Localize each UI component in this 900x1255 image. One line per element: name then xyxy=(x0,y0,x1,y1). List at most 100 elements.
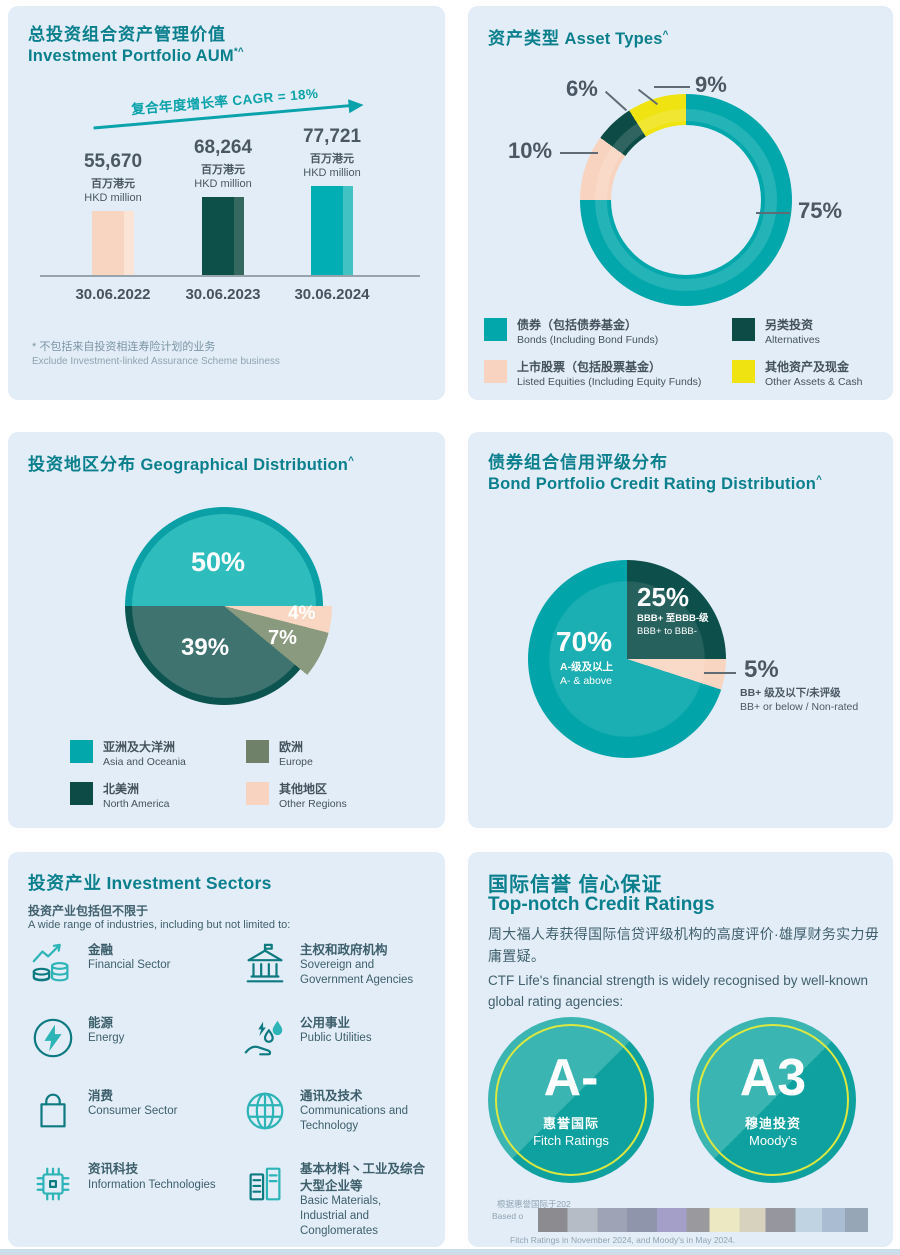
sector-energy-zh: 能源 xyxy=(88,1016,114,1031)
bar-2022 xyxy=(92,211,134,275)
shopping-bag-icon xyxy=(40,1093,66,1128)
legend-asia-zh: 亚洲及大洋洲 xyxy=(103,740,176,754)
x-axis xyxy=(40,275,420,277)
cpu-chip-icon xyxy=(36,1167,70,1201)
aum-unit-zh: 百万港元 xyxy=(310,153,354,165)
credit-label-a: 70% xyxy=(556,626,613,657)
legend-north-america-zh: 北美洲 xyxy=(103,782,140,796)
government-building-icon xyxy=(246,943,284,983)
legend-asia: 亚洲及大洋洲 Asia and Oceania xyxy=(70,740,186,769)
credit-title-en: Bond Portfolio Credit Rating Distributio… xyxy=(488,474,823,494)
aum-footnote: * 不包括来自投资相连寿险计划的业务 Exclude Investment-li… xyxy=(32,340,280,369)
geo-title-zh: 投资地区分布 xyxy=(28,455,136,474)
legend-swatch-equities xyxy=(484,360,507,383)
moodys-rating-badge: A3 穆迪投资 Moody's xyxy=(690,1017,856,1183)
legend-bonds: 债券（包括债券基金） Bonds (Including Bond Funds) xyxy=(484,318,658,347)
asset-types-title: 资产类型 Asset Types^ xyxy=(488,28,669,51)
legend-bonds-zh: 债券（包括债券基金） xyxy=(517,318,638,332)
callout-alternatives: 6% xyxy=(566,76,598,101)
leader-line-equities xyxy=(560,152,598,154)
legend-other-en: Other Assets & Cash xyxy=(765,375,863,388)
asset-types-title-sup: ^ xyxy=(662,29,669,41)
legend-swatch-alternatives xyxy=(732,318,755,341)
legend-other-assets: 其他资产及现金 Other Assets & Cash xyxy=(732,360,862,389)
aum-title-en: Investment Portfolio AUM*^ xyxy=(28,46,244,66)
sector-utilities-zh: 公用事业 xyxy=(300,1016,351,1031)
sector-financial-zh: 金融 xyxy=(88,943,114,957)
bar-2024 xyxy=(311,186,353,275)
legend-swatch-other-regions xyxy=(246,782,269,805)
sectors-panel: 投资产业 Investment Sectors 投资产业包括但不限于 A wid… xyxy=(8,852,445,1247)
aum-value-2024: 77,721 xyxy=(302,126,362,147)
aum-panel: 总投资组合资产管理价值 Investment Portfolio AUM*^ 复… xyxy=(8,6,445,400)
sector-sovereign-en: Sovereign and Government Agencies xyxy=(300,959,414,987)
sector-it: 资讯科技 Information Technologies xyxy=(30,1161,242,1238)
legend-equities-en: Listed Equities (Including Equity Funds) xyxy=(517,375,702,388)
credit-sub-a: A-级及以上 A- & above xyxy=(560,660,613,688)
credit-title-sup: ^ xyxy=(816,474,823,486)
legend-equities-zh: 上市股票（包括股票基金） xyxy=(517,360,662,374)
aum-value-2022: 55,670 xyxy=(83,151,143,172)
credit-sub-a-zh: A-级及以上 xyxy=(560,661,614,673)
sectors-title-en: Investment Sectors xyxy=(106,873,272,893)
leader-line-bb xyxy=(704,672,736,674)
sector-materials-en: Basic Materials, Industrial and Conglome… xyxy=(300,1194,382,1237)
cagr-annotation: 复合年度增长率 CAGR = 18% xyxy=(91,78,358,130)
sector-financial-en: Financial Sector xyxy=(88,959,171,972)
aum-bar-2023: 68,264 百万港元 HKD million xyxy=(168,137,278,275)
legend-other-regions-zh: 其他地区 xyxy=(279,782,328,796)
fitch-rating-badge: A- 惠誉国际 Fitch Ratings xyxy=(488,1017,654,1183)
credit-sub-bbb-zh: BBB+ 至BBB-级 xyxy=(637,613,709,624)
hand-energy-icon xyxy=(244,1020,283,1056)
credit-label-bb: 5% xyxy=(744,656,779,683)
sector-communications: 通讯及技术 Communications and Technology xyxy=(242,1088,425,1134)
sector-consumer: 消费 Consumer Sector xyxy=(30,1088,242,1134)
sector-materials: 基本材料丶工业及综合大型企业等 Basic Materials, Industr… xyxy=(242,1161,425,1238)
lightning-circle-icon xyxy=(33,1018,73,1058)
sector-materials-zh: 基本材料丶工业及综合大型企业等 xyxy=(300,1162,426,1193)
sector-communications-en: Communications and Technology xyxy=(300,1105,409,1133)
sector-energy-en: Energy xyxy=(88,1032,125,1045)
aum-unit-zh: 百万港元 xyxy=(201,164,245,176)
sectors-grid: 金融 Financial Sector 主权和政府机构 Sovereign an… xyxy=(30,942,425,1239)
geo-title-sup: ^ xyxy=(348,455,355,467)
ratings-footnote-line1: 根据惠誉国际于202 xyxy=(497,1199,571,1209)
sector-energy: 能源 Energy xyxy=(30,1015,242,1061)
geo-label-asia: 50% xyxy=(191,547,246,577)
credit-pie-chart xyxy=(528,560,726,758)
geo-title: 投资地区分布 Geographical Distribution^ xyxy=(28,454,354,477)
legend-alternatives: 另类投资 Alternatives xyxy=(732,318,820,347)
page-bottom-divider xyxy=(0,1249,900,1255)
credit-sub-bbb: BBB+ 至BBB-级 BBB+ to BBB- xyxy=(637,613,709,639)
geo-label-other: 4% xyxy=(288,603,316,624)
aum-unit-en: HKD million xyxy=(303,167,361,179)
legend-swatch-north-america xyxy=(70,782,93,805)
callout-other-assets: 9% xyxy=(695,72,727,97)
ratings-body-zh: 周大福人寿获得国际信贷评级机构的高度评价·雄厚财务实力毋庸置疑。 xyxy=(488,926,880,964)
credit-sub-bb: BB+ 级及以下/未评级 BB+ or below / Non-rated xyxy=(740,686,858,714)
geo-pie-exploded-slices xyxy=(116,498,332,714)
ratings-title-en: Top-notch Credit Ratings xyxy=(488,894,715,915)
legend-swatch-other xyxy=(732,360,755,383)
ratings-panel: 国际信誉 信心保证 Top-notch Credit Ratings 周大福人寿… xyxy=(468,852,893,1247)
legend-europe-en: Europe xyxy=(279,755,313,768)
ratings-title-zh: 国际信誉 信心保证 xyxy=(488,874,663,896)
credit-title-zh: 债券组合信用评级分布 xyxy=(488,453,668,472)
sector-it-en: Information Technologies xyxy=(88,1178,216,1191)
geo-pie-chart xyxy=(116,498,332,714)
asset-types-donut-chart xyxy=(580,94,792,306)
legend-alternatives-en: Alternatives xyxy=(765,333,820,346)
legend-swatch-asia xyxy=(70,740,93,763)
sectors-title: 投资产业 Investment Sectors xyxy=(28,872,272,896)
geo-label-europe: 7% xyxy=(268,627,297,649)
ratings-footnote-line2: Based o xyxy=(492,1211,524,1221)
credit-rating-panel: 债券组合信用评级分布 Bond Portfolio Credit Rating … xyxy=(468,432,893,828)
asset-types-title-en: Asset Types^ xyxy=(564,29,669,49)
legend-other-regions: 其他地区 Other Regions xyxy=(246,782,347,811)
asset-types-title-zh: 资产类型 xyxy=(488,29,560,48)
callout-listed-equities: 10% xyxy=(508,138,553,163)
leader-line-alts-diag xyxy=(604,90,628,112)
sector-utilities-en: Public Utilities xyxy=(300,1032,372,1045)
leader-line-bonds xyxy=(756,212,790,214)
